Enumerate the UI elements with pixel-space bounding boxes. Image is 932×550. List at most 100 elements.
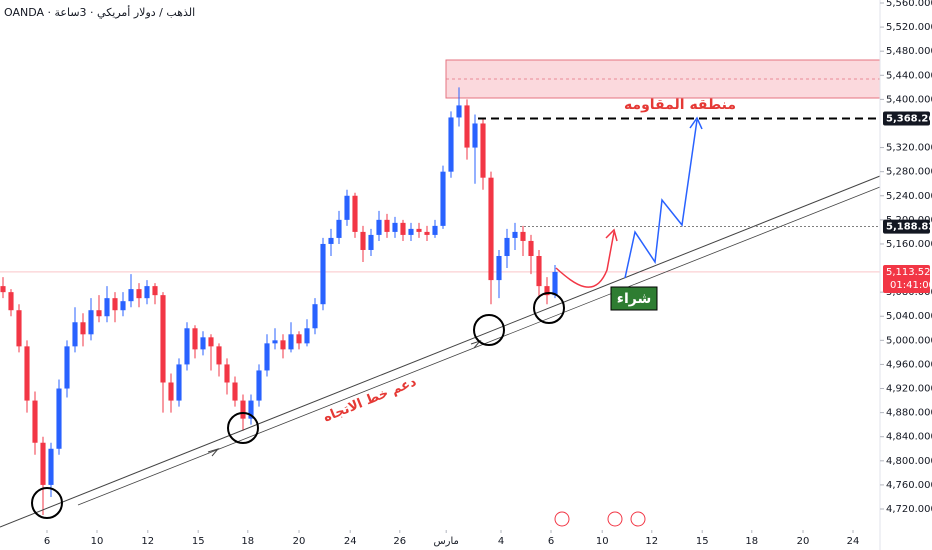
candle-body <box>64 346 70 389</box>
x-tick-label: 12 <box>645 536 658 547</box>
y-tick-label: 5,320.000 <box>886 143 932 154</box>
candle-body <box>136 289 142 299</box>
x-tick-label: 24 <box>344 536 357 547</box>
candle-body <box>304 328 310 344</box>
candle-body <box>544 286 550 296</box>
candle-body <box>80 322 86 335</box>
buy-box <box>610 286 658 311</box>
candle-body <box>200 337 206 350</box>
y-tick-label: 5,160.000 <box>886 239 932 250</box>
buy-label: شراء <box>617 291 651 307</box>
y-tick-label: 5,000.000 <box>886 335 932 346</box>
candle-body <box>408 228 414 235</box>
candle-body <box>176 364 182 401</box>
x-tick-label: 20 <box>293 536 306 547</box>
level-tag <box>883 219 930 234</box>
event-icon[interactable] <box>607 511 623 527</box>
trend-line <box>0 175 881 528</box>
candle-body <box>416 228 422 232</box>
candle-body <box>120 301 126 311</box>
candle-body <box>376 219 382 235</box>
projection-path <box>624 119 698 279</box>
y-tick-label: 5,520.000 <box>886 22 932 33</box>
candle-body <box>328 237 334 244</box>
y-tick-label: 5,400.000 <box>886 94 932 105</box>
candle-body <box>512 231 518 238</box>
y-tick-label: 5,560.000 <box>886 0 932 9</box>
candle-body <box>160 295 166 383</box>
x-tick-label: 15 <box>192 536 205 547</box>
y-tick-label: 4,960.000 <box>886 359 932 370</box>
candle-body <box>384 219 390 232</box>
arrow-head <box>605 228 618 242</box>
x-tick-label: مارس <box>433 536 458 547</box>
y-tick-label: 4,720.000 <box>886 504 932 515</box>
candle-body <box>168 382 174 401</box>
candle-body <box>256 370 262 401</box>
projection-curve <box>555 231 615 288</box>
candle-body <box>320 243 326 305</box>
trend-line-parallel <box>77 186 881 506</box>
x-tick-label: 15 <box>696 536 709 547</box>
candle-body <box>192 328 198 350</box>
y-tick-label: 5,280.000 <box>886 167 932 178</box>
last-price-tag <box>883 264 930 293</box>
candle-body <box>56 388 62 449</box>
candle-body <box>280 340 286 350</box>
candle-body <box>240 400 246 419</box>
candle-body <box>128 289 134 302</box>
circle-marker <box>473 314 505 346</box>
candle-body <box>352 195 358 232</box>
candle-body <box>504 237 510 256</box>
x-tick-label: 18 <box>745 536 758 547</box>
candle-body <box>232 382 238 401</box>
candle-body <box>288 334 294 350</box>
candle-body <box>368 234 374 250</box>
x-tick-label: 6 <box>548 536 554 547</box>
candle-body <box>96 310 102 317</box>
y-tick-label: 4,880.000 <box>886 408 932 419</box>
candle-body <box>0 286 6 293</box>
candle-body <box>448 117 454 172</box>
event-icon[interactable] <box>630 511 646 527</box>
candle-body <box>112 298 118 311</box>
candle-body <box>336 219 342 238</box>
candle-body <box>480 123 486 178</box>
x-tick-label: 12 <box>141 536 154 547</box>
candle-body <box>24 346 30 401</box>
resistance-label: منطقه المقاومه <box>624 97 736 113</box>
countdown-label: 01:41:00 <box>890 280 932 291</box>
circle-marker <box>31 487 63 519</box>
event-icon[interactable] <box>554 511 570 527</box>
candle-body <box>184 328 190 365</box>
candle-body <box>32 400 38 443</box>
candle-body <box>296 334 302 344</box>
y-tick-label: 5,240.000 <box>886 191 932 202</box>
candle-body <box>272 340 278 344</box>
candle-body <box>152 286 158 296</box>
candle-body <box>400 222 406 235</box>
x-tick-label: 6 <box>44 536 50 547</box>
y-tick-label: 4,760.000 <box>886 480 932 491</box>
candle-body <box>496 256 502 281</box>
y-tick-label: 4,920.000 <box>886 384 932 395</box>
candle-body <box>8 292 14 311</box>
candle-body <box>248 400 254 419</box>
y-tick-label: 5,040.000 <box>886 311 932 322</box>
candle-body <box>392 222 398 232</box>
x-tick-label: 10 <box>596 536 609 547</box>
candle-body <box>488 177 494 281</box>
x-tick-label: 10 <box>91 536 104 547</box>
x-tick-label: 4 <box>498 536 504 547</box>
candle-body <box>528 240 534 256</box>
y-tick-label: 5,440.000 <box>886 70 932 81</box>
candle-body <box>312 304 318 329</box>
y-tick-label: 4,840.000 <box>886 432 932 443</box>
arrow-head <box>689 116 703 130</box>
x-tick-label: 26 <box>393 536 406 547</box>
y-tick-label: 4,800.000 <box>886 456 932 467</box>
level-tag-label: 5,368.260 <box>886 114 932 125</box>
y-tick-label: 5,480.000 <box>886 46 932 57</box>
candle-body <box>224 364 230 383</box>
